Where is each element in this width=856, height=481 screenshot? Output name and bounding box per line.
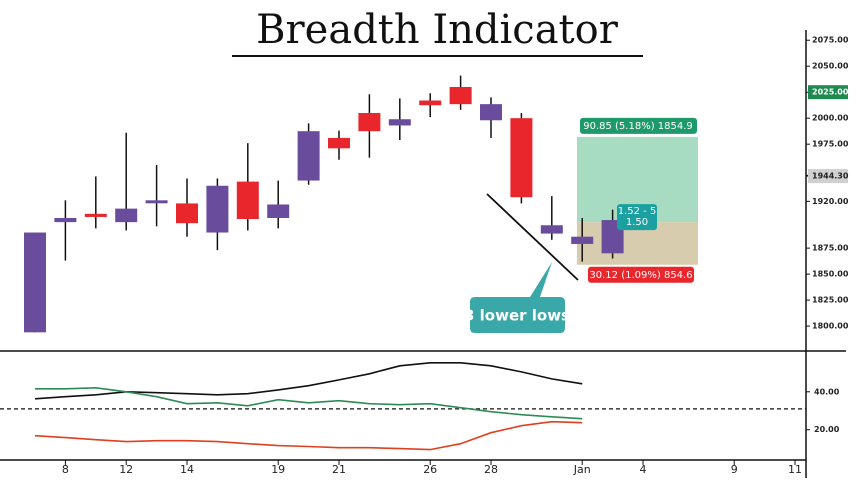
price-tag: [808, 169, 848, 184]
price-tag: [808, 85, 848, 100]
ratio-sub-label: 1.50: [626, 217, 648, 228]
candle-body: [419, 100, 442, 106]
indicator-line: [34, 420, 583, 451]
callout-text: 3 lower lows: [464, 307, 570, 325]
y-tick-label: 1920.00: [812, 197, 849, 206]
candle-body: [84, 213, 107, 217]
trend-line: [486, 193, 579, 281]
candle-body: [328, 137, 350, 149]
candle-body: [449, 87, 472, 105]
ratio-label: 1.52 - 5: [618, 206, 657, 217]
candle-body: [206, 185, 229, 233]
x-tick-label: 11: [788, 463, 802, 476]
y-tick-label: 2000.00: [812, 114, 849, 123]
y-tick-label: 1944.30: [812, 172, 849, 181]
callout-box: [470, 262, 565, 333]
x-tick-label: 9: [731, 463, 738, 476]
indicator-line: [35, 386, 583, 420]
candle-body: [358, 112, 381, 132]
candle-body: [145, 200, 168, 204]
target-label: 90.85 (5.18%) 1854.9: [583, 121, 693, 132]
candle-body: [115, 208, 138, 223]
x-tick-label: 8: [62, 463, 69, 476]
y-tick-label: 1875.00: [812, 244, 849, 253]
x-tick-label: 14: [180, 463, 194, 476]
y-tick-label: 2075.00: [812, 36, 849, 45]
candle-body: [388, 119, 411, 126]
y-tick-label: 2050.00: [812, 62, 849, 71]
stop-label: 30.12 (1.09%) 854.6: [589, 270, 692, 281]
target-label-box: [580, 117, 697, 134]
y-tick-label: 1800.00: [812, 322, 849, 331]
candle-body: [571, 236, 594, 244]
y-tick-label: 1825.00: [812, 296, 849, 305]
x-tick-label: 21: [332, 463, 346, 476]
candle-body: [24, 232, 46, 333]
x-tick-label: 4: [640, 463, 647, 476]
ratio-box: [617, 204, 657, 231]
x-tick-label: 19: [271, 463, 285, 476]
chart-title: Breadth Indicator: [256, 7, 619, 53]
y-tick-label: 2025.00: [812, 88, 849, 97]
x-tick-label: 26: [423, 463, 437, 476]
y-tick-label: 1975.00: [812, 140, 849, 149]
indicator-line: [34, 362, 583, 400]
y-tick-label: 40.00: [814, 387, 840, 396]
stop-label-box: [588, 266, 694, 283]
x-tick-label: Jan: [573, 463, 591, 476]
y-tick-label: 20.00: [814, 425, 840, 434]
x-tick-label: 12: [119, 463, 133, 476]
candle-body: [176, 203, 198, 224]
y-tick-label: 1850.00: [812, 270, 849, 279]
candle-body: [54, 217, 77, 223]
candle-body: [480, 104, 502, 121]
candle-body: [267, 204, 290, 218]
candle-body: [510, 118, 533, 198]
candle-body: [236, 181, 259, 220]
candle-body: [297, 131, 320, 181]
candle-body: [540, 225, 563, 234]
x-tick-label: 28: [484, 463, 498, 476]
